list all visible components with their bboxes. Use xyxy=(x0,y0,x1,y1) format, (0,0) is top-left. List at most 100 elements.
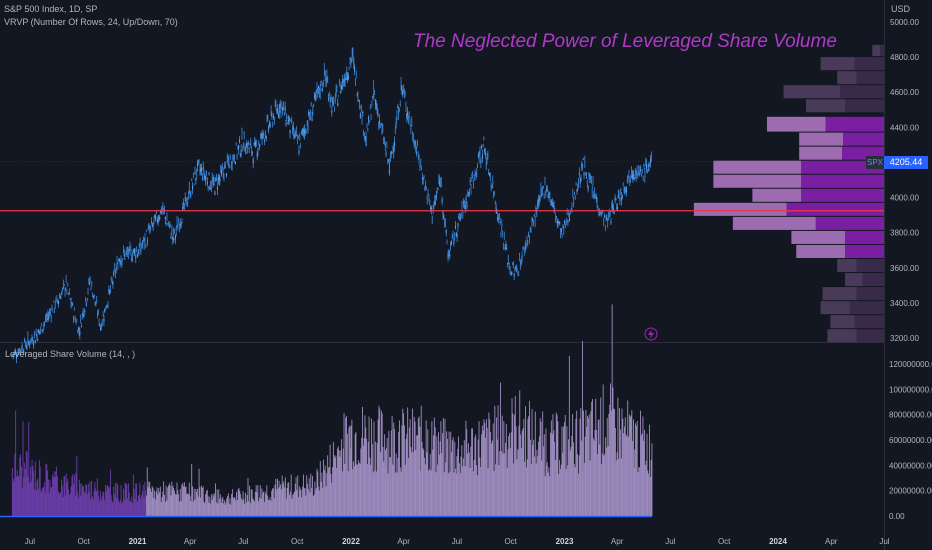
volume-bar xyxy=(594,429,596,516)
candle-body xyxy=(275,106,277,109)
volume-bar xyxy=(371,444,373,516)
candle-body xyxy=(292,130,294,132)
candle-body xyxy=(65,288,67,290)
candle-body xyxy=(164,210,166,213)
candle-body xyxy=(338,96,340,97)
volume-bar xyxy=(71,476,73,516)
candle-body xyxy=(589,178,591,182)
candle-body xyxy=(561,234,563,236)
candle-body xyxy=(121,262,123,266)
volume-bar xyxy=(119,500,121,516)
candle-body xyxy=(21,345,23,347)
candle-body xyxy=(66,290,68,292)
candle-body xyxy=(644,173,646,178)
volume-bar xyxy=(403,425,405,516)
volume-bar xyxy=(341,439,343,516)
volume-bar xyxy=(506,467,508,516)
volume-bar xyxy=(229,498,231,516)
volume-bar xyxy=(224,500,225,516)
candle-body xyxy=(92,296,94,297)
volume-bar xyxy=(312,496,314,516)
volume-bar xyxy=(95,488,97,516)
vp-down-bar xyxy=(862,273,884,287)
volume-bar xyxy=(538,441,540,516)
volume-bar xyxy=(145,490,147,516)
candle-body xyxy=(524,244,526,248)
vp-up-bar xyxy=(732,216,816,230)
time-tick-label: Oct xyxy=(77,537,90,546)
candle-body xyxy=(517,274,519,276)
volume-bar xyxy=(54,477,56,516)
candle-body xyxy=(85,297,87,301)
volume-bar xyxy=(168,485,170,516)
volume-bar xyxy=(96,478,98,516)
volume-bar xyxy=(94,481,96,516)
volume-bar xyxy=(388,431,390,516)
vrvp-legend[interactable]: VRVP (Number Of Rows, 24, Up/Down, 70) xyxy=(4,17,178,27)
candle-body xyxy=(530,228,532,230)
candle-body xyxy=(625,187,627,190)
volume-bar xyxy=(596,429,598,516)
volume-bar xyxy=(22,421,24,516)
candle-body xyxy=(519,256,521,259)
volume-bar xyxy=(327,455,329,516)
volume-bar xyxy=(40,492,42,516)
volume-bar xyxy=(428,469,430,516)
candle-body xyxy=(350,60,352,64)
price-tick-label: 3400.00 xyxy=(890,299,919,308)
candle-body xyxy=(539,197,541,201)
volume-bar xyxy=(469,467,471,516)
volume-bar xyxy=(295,477,297,516)
vp-up-bar xyxy=(791,230,845,244)
candle-body xyxy=(351,51,353,53)
volume-bar xyxy=(49,480,51,516)
volume-bar xyxy=(370,464,372,516)
vp-up-bar xyxy=(820,301,850,315)
candle-body xyxy=(445,229,447,233)
candle-body xyxy=(578,172,580,175)
volume-bar xyxy=(198,468,200,516)
volume-bar xyxy=(103,492,105,516)
indicator-legend[interactable]: Leveraged Share Volume (14, , ) xyxy=(5,349,136,359)
volume-bar xyxy=(451,440,453,516)
candle-body xyxy=(571,206,573,210)
candle-body xyxy=(235,144,237,145)
candle-body xyxy=(62,281,64,285)
candle-body xyxy=(443,215,445,218)
candle-body xyxy=(58,297,60,298)
candle-body xyxy=(118,260,120,261)
volume-bar xyxy=(367,441,369,516)
volume-bar xyxy=(387,473,389,516)
volume-bar xyxy=(613,408,615,516)
candle-body xyxy=(105,307,107,309)
volume-bar xyxy=(62,497,64,516)
candle-body xyxy=(519,264,521,267)
volume-bar xyxy=(492,423,494,516)
candle-body xyxy=(473,177,475,181)
volume-bar xyxy=(511,398,513,516)
candle-body xyxy=(573,193,575,195)
volume-bar xyxy=(626,436,628,516)
volume-bar xyxy=(23,477,25,516)
volume-bar xyxy=(231,489,233,516)
candle-body xyxy=(421,178,423,180)
vp-down-bar xyxy=(856,259,884,273)
vp-up-bar xyxy=(783,85,841,99)
volume-bar xyxy=(109,488,111,516)
candle-body xyxy=(312,109,314,111)
candle-body xyxy=(136,250,138,251)
volume-bar xyxy=(464,466,466,516)
volume-bar xyxy=(529,439,531,516)
volume-bar xyxy=(493,471,495,516)
candle-body xyxy=(500,233,502,234)
symbol-legend[interactable]: S&P 500 Index, 1D, SP xyxy=(4,4,98,14)
volume-bar xyxy=(52,477,54,516)
volume-bar xyxy=(463,458,464,516)
volume-bar xyxy=(84,493,86,516)
volume-bar xyxy=(16,476,17,516)
candle-body xyxy=(33,332,35,335)
candle-body xyxy=(300,143,302,146)
volume-bar xyxy=(530,463,532,516)
volume-bar xyxy=(202,486,204,516)
